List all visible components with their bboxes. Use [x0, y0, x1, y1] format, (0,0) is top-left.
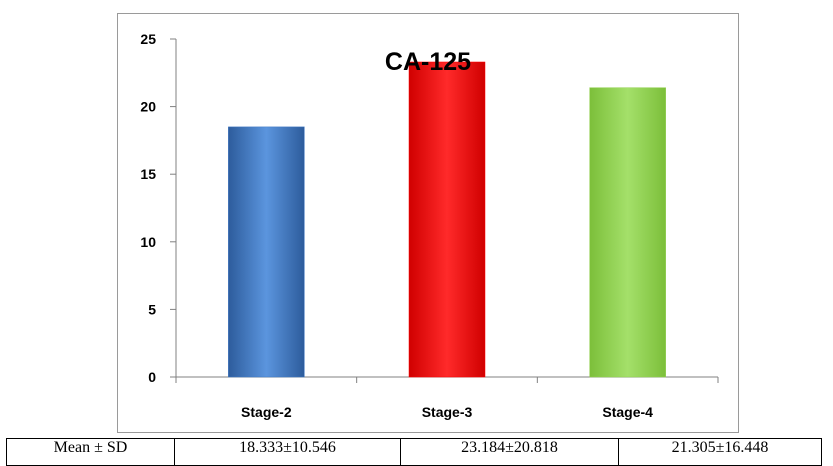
bar-stage-4	[589, 87, 666, 378]
y-tick-label: 20	[140, 99, 156, 115]
chart-title: CA-125	[385, 48, 471, 76]
chart-labels: 0 5 10 15 20 25 Stage-2 Stage-3 Stage-4	[140, 31, 653, 420]
stats-table: Mean ± SD 18.333±10.546 23.184±20.818 21…	[6, 438, 822, 466]
y-tick-label: 25	[140, 31, 156, 47]
y-tick-label: 15	[140, 166, 156, 182]
stage-2-cell: 18.333±10.546	[174, 438, 401, 466]
row-label: Mean ± SD	[6, 438, 175, 466]
y-tick-label: 10	[140, 234, 156, 250]
y-tick-label: 5	[148, 301, 156, 317]
table-row: Mean ± SD 18.333±10.546 23.184±20.818 21…	[6, 438, 822, 466]
stage-3-cell: 23.184±20.818	[400, 438, 619, 466]
bar-stage-3	[408, 61, 486, 378]
chart-bars	[228, 61, 666, 378]
y-tick-label: 0	[148, 369, 156, 385]
bar-stage-2	[228, 126, 305, 378]
x-tick-label: Stage-2	[241, 404, 292, 420]
x-tick-label: Stage-4	[602, 404, 653, 420]
x-tick-label: Stage-3	[422, 404, 473, 420]
stage-4-cell: 21.305±16.448	[618, 438, 822, 466]
ca125-bar-chart: 0 5 10 15 20 25 Stage-2 Stage-3 Stage-4 CA-125	[140, 31, 719, 420]
